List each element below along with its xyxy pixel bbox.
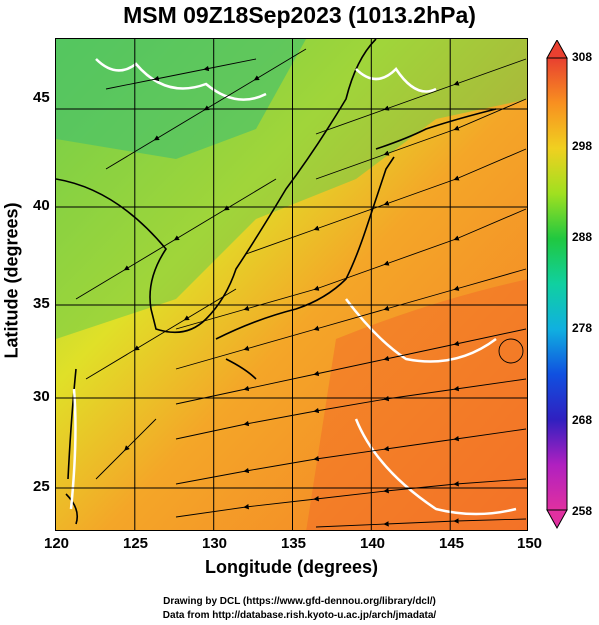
credit-drawing: Drawing by DCL (https://www.gfd-dennou.o… [163, 596, 436, 607]
colorbar-label-308: 308 [572, 50, 593, 64]
map-title: MSM 09Z18Sep2023 (1013.2hPa) [123, 2, 476, 28]
streamlines [75, 48, 527, 528]
y-tick-30: 30 [33, 388, 50, 405]
colorbar-label-298: 298 [572, 139, 593, 153]
y-tick-25: 25 [33, 478, 50, 495]
y-tick-45: 45 [33, 89, 50, 106]
x-tick-135: 135 [281, 535, 307, 552]
x-axis-label: Longitude (degrees) [204, 557, 378, 577]
x-tick-125: 125 [123, 535, 149, 552]
y-tick-35: 35 [33, 295, 50, 312]
vortex [498, 338, 524, 364]
x-tick-150: 150 [517, 535, 543, 552]
weather-map [55, 38, 528, 531]
y-tick-40: 40 [33, 197, 50, 214]
colorbar-bottom-arrow [546, 509, 568, 530]
x-tick-140: 140 [360, 535, 386, 552]
x-tick-120: 120 [44, 535, 70, 552]
colorbar-label-258: 258 [572, 504, 593, 518]
x-tick-145: 145 [439, 535, 465, 552]
colorbar-label-268: 268 [572, 413, 593, 427]
x-tick-130: 130 [202, 535, 228, 552]
credit-data: Data from http://database.rish.kyoto-u.a… [162, 610, 437, 621]
colorbar-label-278: 278 [572, 321, 593, 335]
colorbar [546, 40, 568, 530]
colorbar-top-arrow [546, 40, 568, 59]
colorbar-label-288: 288 [572, 230, 593, 244]
map-canvas [56, 39, 527, 530]
y-axis-label: Latitude (degrees) [1, 202, 22, 359]
colorbar-gradient [546, 57, 568, 511]
